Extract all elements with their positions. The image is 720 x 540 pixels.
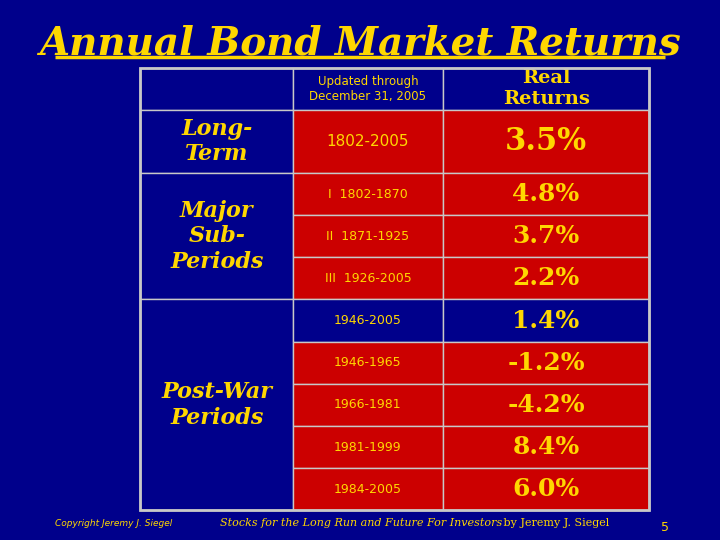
Bar	[293, 426, 443, 468]
Text: 6.0%: 6.0%	[513, 477, 580, 501]
Bar	[443, 468, 649, 510]
Text: Long-
Term: Long- Term	[181, 118, 253, 165]
Bar	[443, 215, 649, 257]
Bar	[293, 173, 443, 215]
Text: 8.4%: 8.4%	[513, 435, 580, 459]
Bar	[443, 173, 649, 215]
Text: Real
Returns: Real Returns	[503, 69, 590, 108]
Bar	[443, 384, 649, 426]
Bar	[443, 68, 649, 110]
Text: Post-War
Periods: Post-War Periods	[161, 381, 272, 429]
Text: 1.4%: 1.4%	[513, 308, 580, 333]
Text: 1946-2005: 1946-2005	[334, 314, 402, 327]
Bar	[293, 342, 443, 384]
Text: III  1926-2005: III 1926-2005	[325, 272, 411, 285]
Text: -4.2%: -4.2%	[508, 393, 585, 417]
Text: 1981-1999: 1981-1999	[334, 441, 402, 454]
Bar	[293, 257, 443, 300]
Text: 2.2%: 2.2%	[513, 266, 580, 291]
Bar	[293, 215, 443, 257]
Text: 1966-1981: 1966-1981	[334, 399, 402, 411]
Text: -1.2%: -1.2%	[508, 350, 585, 375]
Text: Major
Sub-
Periods: Major Sub- Periods	[170, 200, 264, 273]
Bar	[293, 68, 443, 110]
Text: I  1802-1870: I 1802-1870	[328, 187, 408, 200]
Text: Annual Bond Market Returns: Annual Bond Market Returns	[39, 24, 681, 62]
Text: 1946-1965: 1946-1965	[334, 356, 402, 369]
Text: 4.8%: 4.8%	[513, 182, 580, 206]
Bar	[443, 300, 649, 342]
Bar	[443, 426, 649, 468]
Bar	[293, 384, 443, 426]
Text: 3.5%: 3.5%	[505, 126, 588, 157]
Bar	[443, 342, 649, 384]
Text: 5: 5	[660, 521, 669, 534]
Text: by Jeremy J. Siegel: by Jeremy J. Siegel	[500, 518, 609, 528]
Bar	[443, 257, 649, 300]
Text: 3.7%: 3.7%	[513, 224, 580, 248]
Text: 1984-2005: 1984-2005	[334, 483, 402, 496]
Bar	[293, 300, 443, 342]
Bar	[140, 68, 293, 110]
Bar	[293, 468, 443, 510]
Text: II  1871-1925: II 1871-1925	[326, 230, 410, 242]
Text: Updated through
December 31, 2005: Updated through December 31, 2005	[310, 75, 426, 103]
Text: Stocks for the Long Run and Future For Investors: Stocks for the Long Run and Future For I…	[220, 518, 503, 528]
Text: Copyright Jeremy J. Siegel: Copyright Jeremy J. Siegel	[55, 519, 172, 528]
Text: 1802-2005: 1802-2005	[327, 134, 409, 149]
